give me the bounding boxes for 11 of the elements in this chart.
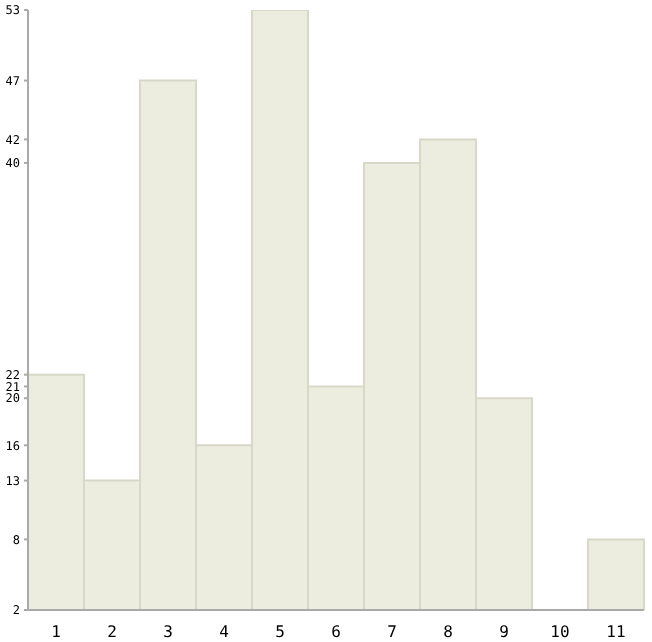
x-tick-label: 8 xyxy=(443,623,454,642)
x-tick-label: 1 xyxy=(51,623,62,642)
x-tick-label: 6 xyxy=(331,623,342,642)
x-tick-label: 10 xyxy=(550,623,570,642)
x-tick-label: 4 xyxy=(219,623,230,642)
x-tick-label: 11 xyxy=(606,623,626,642)
x-tick-label: 5 xyxy=(275,623,286,642)
x-tick-label: 3 xyxy=(163,623,174,642)
x-tick-label: 9 xyxy=(499,623,510,642)
x-tick-label: 7 xyxy=(387,623,398,642)
x-tick-label: 2 xyxy=(107,623,118,642)
